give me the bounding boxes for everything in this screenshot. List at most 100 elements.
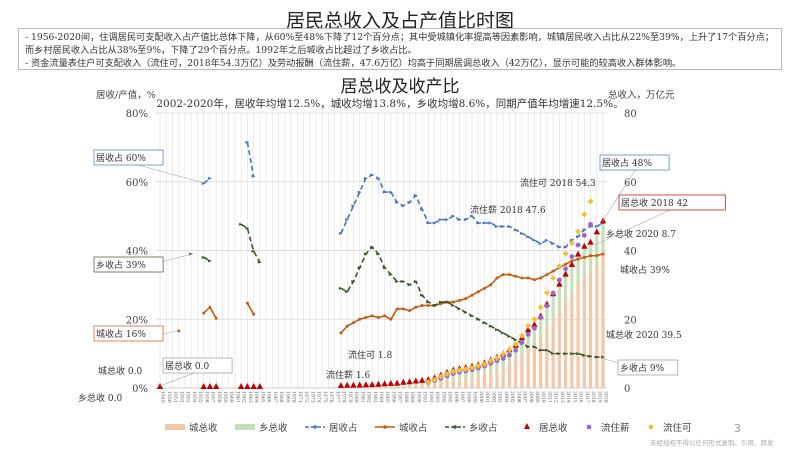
legend-label-城总收: 城总收 [189,422,218,434]
bar-rural-total [576,255,580,283]
dot-marker [500,356,506,361]
data-point [338,286,343,290]
left-axis-label: 居收/产值，% [96,89,156,101]
data-point [470,214,474,218]
data-point [513,228,518,232]
annotation-box [93,325,164,342]
bar-urban-total [370,387,374,388]
x-tick-label: 2014 [565,391,571,403]
data-point [376,316,380,320]
data-point [426,304,430,307]
x-tick-label: 1972 [303,391,309,403]
data-point [345,290,350,294]
page-number: 3 [734,422,741,435]
bar-urban-total [520,353,524,388]
chart-subtitle: 2002-2020年，居收年均增12.5%，城收均增13.8%，乡收均增8.6%… [156,97,623,110]
bar-rural-total [482,364,487,374]
data-point [507,224,512,228]
dot-marker [519,340,525,346]
data-point [451,214,456,218]
legend-marker [524,423,530,429]
x-tick-label: 1985 [384,391,390,403]
data-point [251,249,256,253]
data-point [601,252,605,256]
x-tick-label: 2020 [603,391,609,403]
bar-rural-total [414,382,418,386]
triangle-marker [556,280,563,287]
annotation-box [599,154,670,171]
triangle-marker [393,379,401,386]
bar-urban-total [358,387,362,388]
data-point [507,273,511,277]
data-point [551,352,556,356]
bar-urban-total [582,275,586,388]
dot-marker [588,221,593,227]
bar-urban-total [364,387,368,388]
x-tick-label: 1956 [203,391,209,403]
triangle-marker [362,381,370,388]
x-tick-label: 1952 [178,391,184,403]
series-line [246,302,255,315]
legend-label-居总收: 居总收 [539,422,568,434]
annotation-label: 乡总收 2020 8.7 [606,228,676,240]
data-point [488,324,493,328]
x-tick-label: 1995 [447,391,453,403]
x-tick-label: 2013 [559,391,565,403]
data-point [363,252,368,256]
data-point [520,276,524,280]
x-tick-label: 2009 [534,391,540,403]
bar-rural-total [470,367,474,377]
bar-rural-total [420,381,424,386]
bar-rural-total [545,305,549,327]
diamond-marker [512,341,519,347]
data-point [557,352,562,356]
x-tick-label: 1950 [166,391,172,403]
triangle-marker [200,383,207,389]
bar-urban-total [383,386,387,388]
diamond-marker [462,366,469,373]
x-tick-label: 1970 [291,391,297,403]
bar-urban-total [551,317,555,388]
data-point [458,298,462,302]
x-tick-label: 2018 [590,391,596,403]
data-point [239,222,244,226]
data-point [582,228,587,232]
bar-urban-total [395,386,399,388]
x-tick-label: 1976 [328,391,334,403]
bar-rural-total [601,222,605,253]
triangle-marker [418,376,426,383]
x-tick-label: 1983 [372,391,378,403]
x-tick-label: 1979 [347,391,353,403]
data-point [339,331,343,335]
data-point [470,293,474,297]
legend-swatch [235,424,255,430]
right-axis-label: 总收入，万亿元 [608,89,675,101]
diamond-marker [531,316,538,323]
legend-label-流住可: 流住可 [663,422,692,434]
data-point [251,174,256,178]
data-point [551,242,556,246]
x-tick-label: 1975 [322,391,328,403]
data-point [532,345,537,349]
x-tick-label: 2010 [540,391,546,403]
annotation-label: 流住可 2018 54.3 [520,177,596,189]
bar-rural-total [489,361,493,372]
data-point [489,283,493,287]
x-tick-label: 1969 [284,391,290,403]
data-point [252,312,256,316]
annotation-label: 流住可 1.8 [348,349,392,361]
bar-urban-total [351,387,356,388]
diamond-marker [562,250,569,257]
data-point [551,269,555,273]
triangle-marker [381,380,388,387]
bar-urban-total [545,326,549,388]
x-tick-label: 1999 [472,391,478,403]
data-point [589,254,593,258]
bar-rural-total [557,285,561,310]
bar-urban-total [601,252,605,388]
bar-rural-total [570,265,574,292]
x-tick-label: 1992 [428,391,434,403]
data-point [594,355,599,359]
data-point [370,173,375,177]
legend-label-城收占: 城收占 [399,422,428,434]
